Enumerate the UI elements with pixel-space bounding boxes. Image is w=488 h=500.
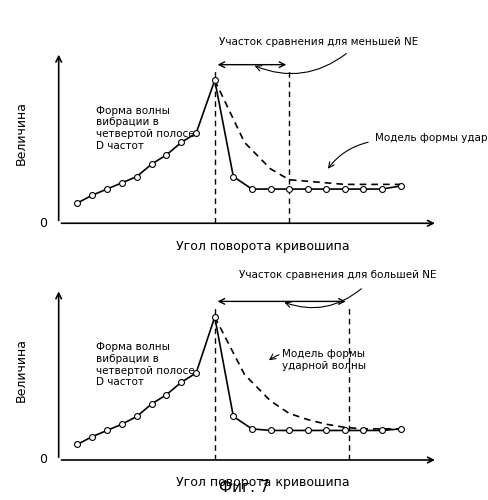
Point <box>340 185 348 193</box>
Point <box>359 426 366 434</box>
Point <box>88 192 96 200</box>
Point <box>118 179 125 187</box>
Point <box>88 432 96 440</box>
Text: Угол поворота кривошипа: Угол поворота кривошипа <box>176 476 349 490</box>
Text: 0: 0 <box>40 454 47 466</box>
Text: Форма волны
вибрации в
четвертой полосе
D частот: Форма волны вибрации в четвертой полосе … <box>96 342 194 387</box>
Point <box>396 182 404 190</box>
Point <box>103 185 111 193</box>
Point <box>396 425 404 433</box>
Point <box>73 440 81 448</box>
Point <box>359 185 366 193</box>
Point <box>210 313 218 321</box>
Text: Участок сравнения для большей NE: Участок сравнения для большей NE <box>238 270 435 280</box>
Point <box>247 425 255 433</box>
Text: Фиг. 7: Фиг. 7 <box>219 480 269 495</box>
Point <box>266 185 274 193</box>
Point <box>377 185 385 193</box>
Point <box>147 400 155 408</box>
Point <box>177 138 185 146</box>
Point <box>192 369 200 377</box>
Point <box>303 426 311 434</box>
Point <box>229 172 237 180</box>
Point <box>210 76 218 84</box>
Point <box>177 378 185 386</box>
Point <box>73 199 81 207</box>
Text: Угол поворота кривошипа: Угол поворота кривошипа <box>176 240 349 252</box>
Point <box>377 426 385 434</box>
Point <box>340 426 348 434</box>
Text: 0: 0 <box>40 217 47 230</box>
Point <box>162 151 170 159</box>
Point <box>285 426 292 434</box>
Text: Величина: Величина <box>15 102 28 166</box>
Point <box>303 185 311 193</box>
Point <box>266 426 274 434</box>
Text: Участок сравнения для меньшей NE: Участок сравнения для меньшей NE <box>219 37 418 47</box>
Point <box>162 390 170 398</box>
Point <box>147 160 155 168</box>
Text: Форма волны
вибрации в
четвертой полосе
D частот: Форма волны вибрации в четвертой полосе … <box>96 106 194 150</box>
Point <box>229 412 237 420</box>
Text: Модель формы
ударной волны: Модель формы ударной волны <box>281 349 365 370</box>
Point <box>285 185 292 193</box>
Text: Величина: Величина <box>15 338 28 402</box>
Point <box>247 185 255 193</box>
Text: Модель формы ударной волны: Модель формы ударной волны <box>374 134 488 143</box>
Point <box>322 426 329 434</box>
Point <box>322 185 329 193</box>
Point <box>118 420 125 428</box>
Point <box>133 172 141 180</box>
Point <box>192 129 200 137</box>
Point <box>103 426 111 434</box>
Point <box>133 412 141 420</box>
